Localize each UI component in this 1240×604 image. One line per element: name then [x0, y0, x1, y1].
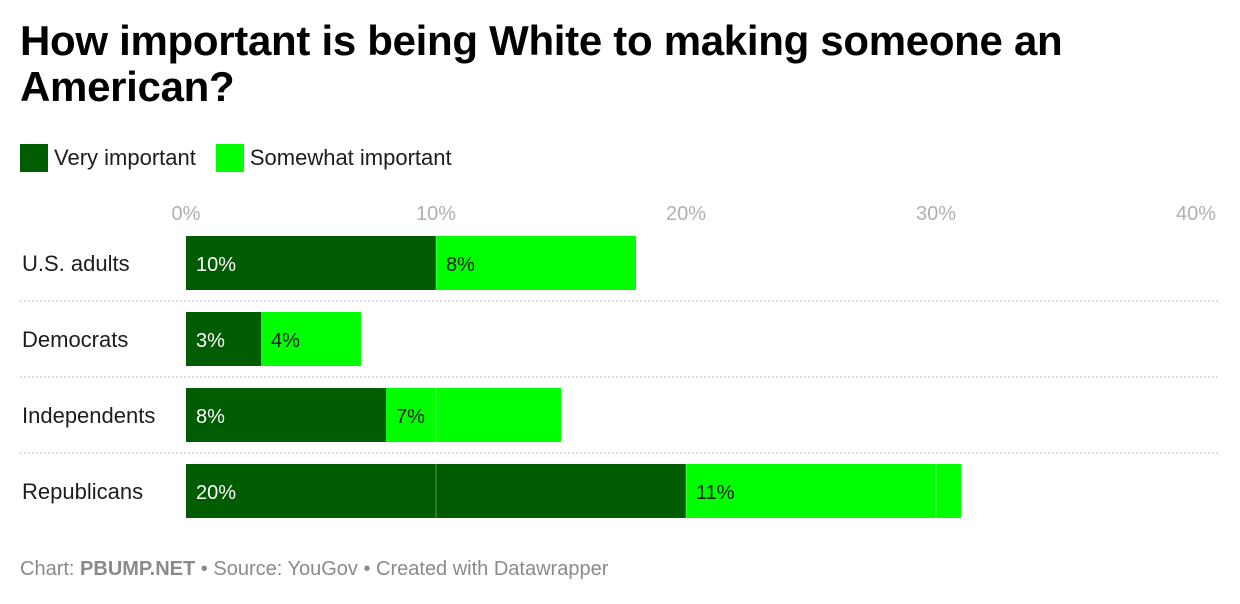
x-tick-label: 0% — [172, 203, 201, 225]
bar-segment-very-important — [186, 388, 386, 442]
bar-segment-somewhat-important — [686, 464, 961, 518]
legend-swatch-somewhat-important — [215, 144, 244, 172]
chart-title: How important is being White to making s… — [20, 17, 1063, 110]
value-label: 3% — [196, 330, 225, 352]
chart-footer: Chart: PBUMP.NET • Source: YouGov • Crea… — [20, 558, 608, 581]
legend: Very important Somewhat important — [20, 144, 472, 172]
footer-source-text: • Source: YouGov • Created with Datawrap… — [195, 558, 609, 580]
x-tick-label: 20% — [666, 203, 706, 225]
legend-label-very-important: Very important — [54, 145, 196, 170]
legend-item-very-important: Very important — [20, 144, 196, 172]
value-label: 11% — [696, 482, 735, 504]
category-label: U.S. adults — [22, 251, 130, 276]
value-label: 10% — [196, 254, 236, 276]
value-label: 7% — [396, 406, 425, 428]
category-label: Republicans — [22, 479, 143, 504]
legend-label-somewhat-important: Somewhat important — [249, 145, 452, 170]
category-label: Democrats — [22, 327, 128, 352]
bar-segment-very-important — [186, 236, 436, 290]
footer-chart-prefix: Chart: — [20, 558, 81, 580]
bar-segment-very-important — [186, 312, 261, 366]
legend-item-somewhat-important: Somewhat important — [215, 144, 452, 172]
bar-chart: 0% 10% 20% 30% 40% U.S. adults 10% 8% Democrats 3… — [20, 203, 1218, 518]
bar-segment-somewhat-important — [436, 236, 636, 290]
bar-segment-somewhat-important — [386, 388, 561, 442]
value-label: 4% — [271, 330, 300, 352]
bar-segment-very-important — [186, 464, 686, 518]
x-tick-label: 10% — [416, 203, 456, 225]
bar-segment-somewhat-important — [261, 312, 361, 366]
value-label: 20% — [196, 482, 236, 504]
legend-swatch-very-important — [20, 144, 48, 172]
x-tick-label: 30% — [916, 203, 956, 225]
category-label: Independents — [22, 403, 155, 428]
footer-chart-credit: PBUMP.NET — [80, 558, 196, 580]
value-label: 8% — [446, 254, 475, 276]
value-label: 8% — [196, 406, 225, 428]
x-tick-label: 40% — [1176, 203, 1216, 225]
